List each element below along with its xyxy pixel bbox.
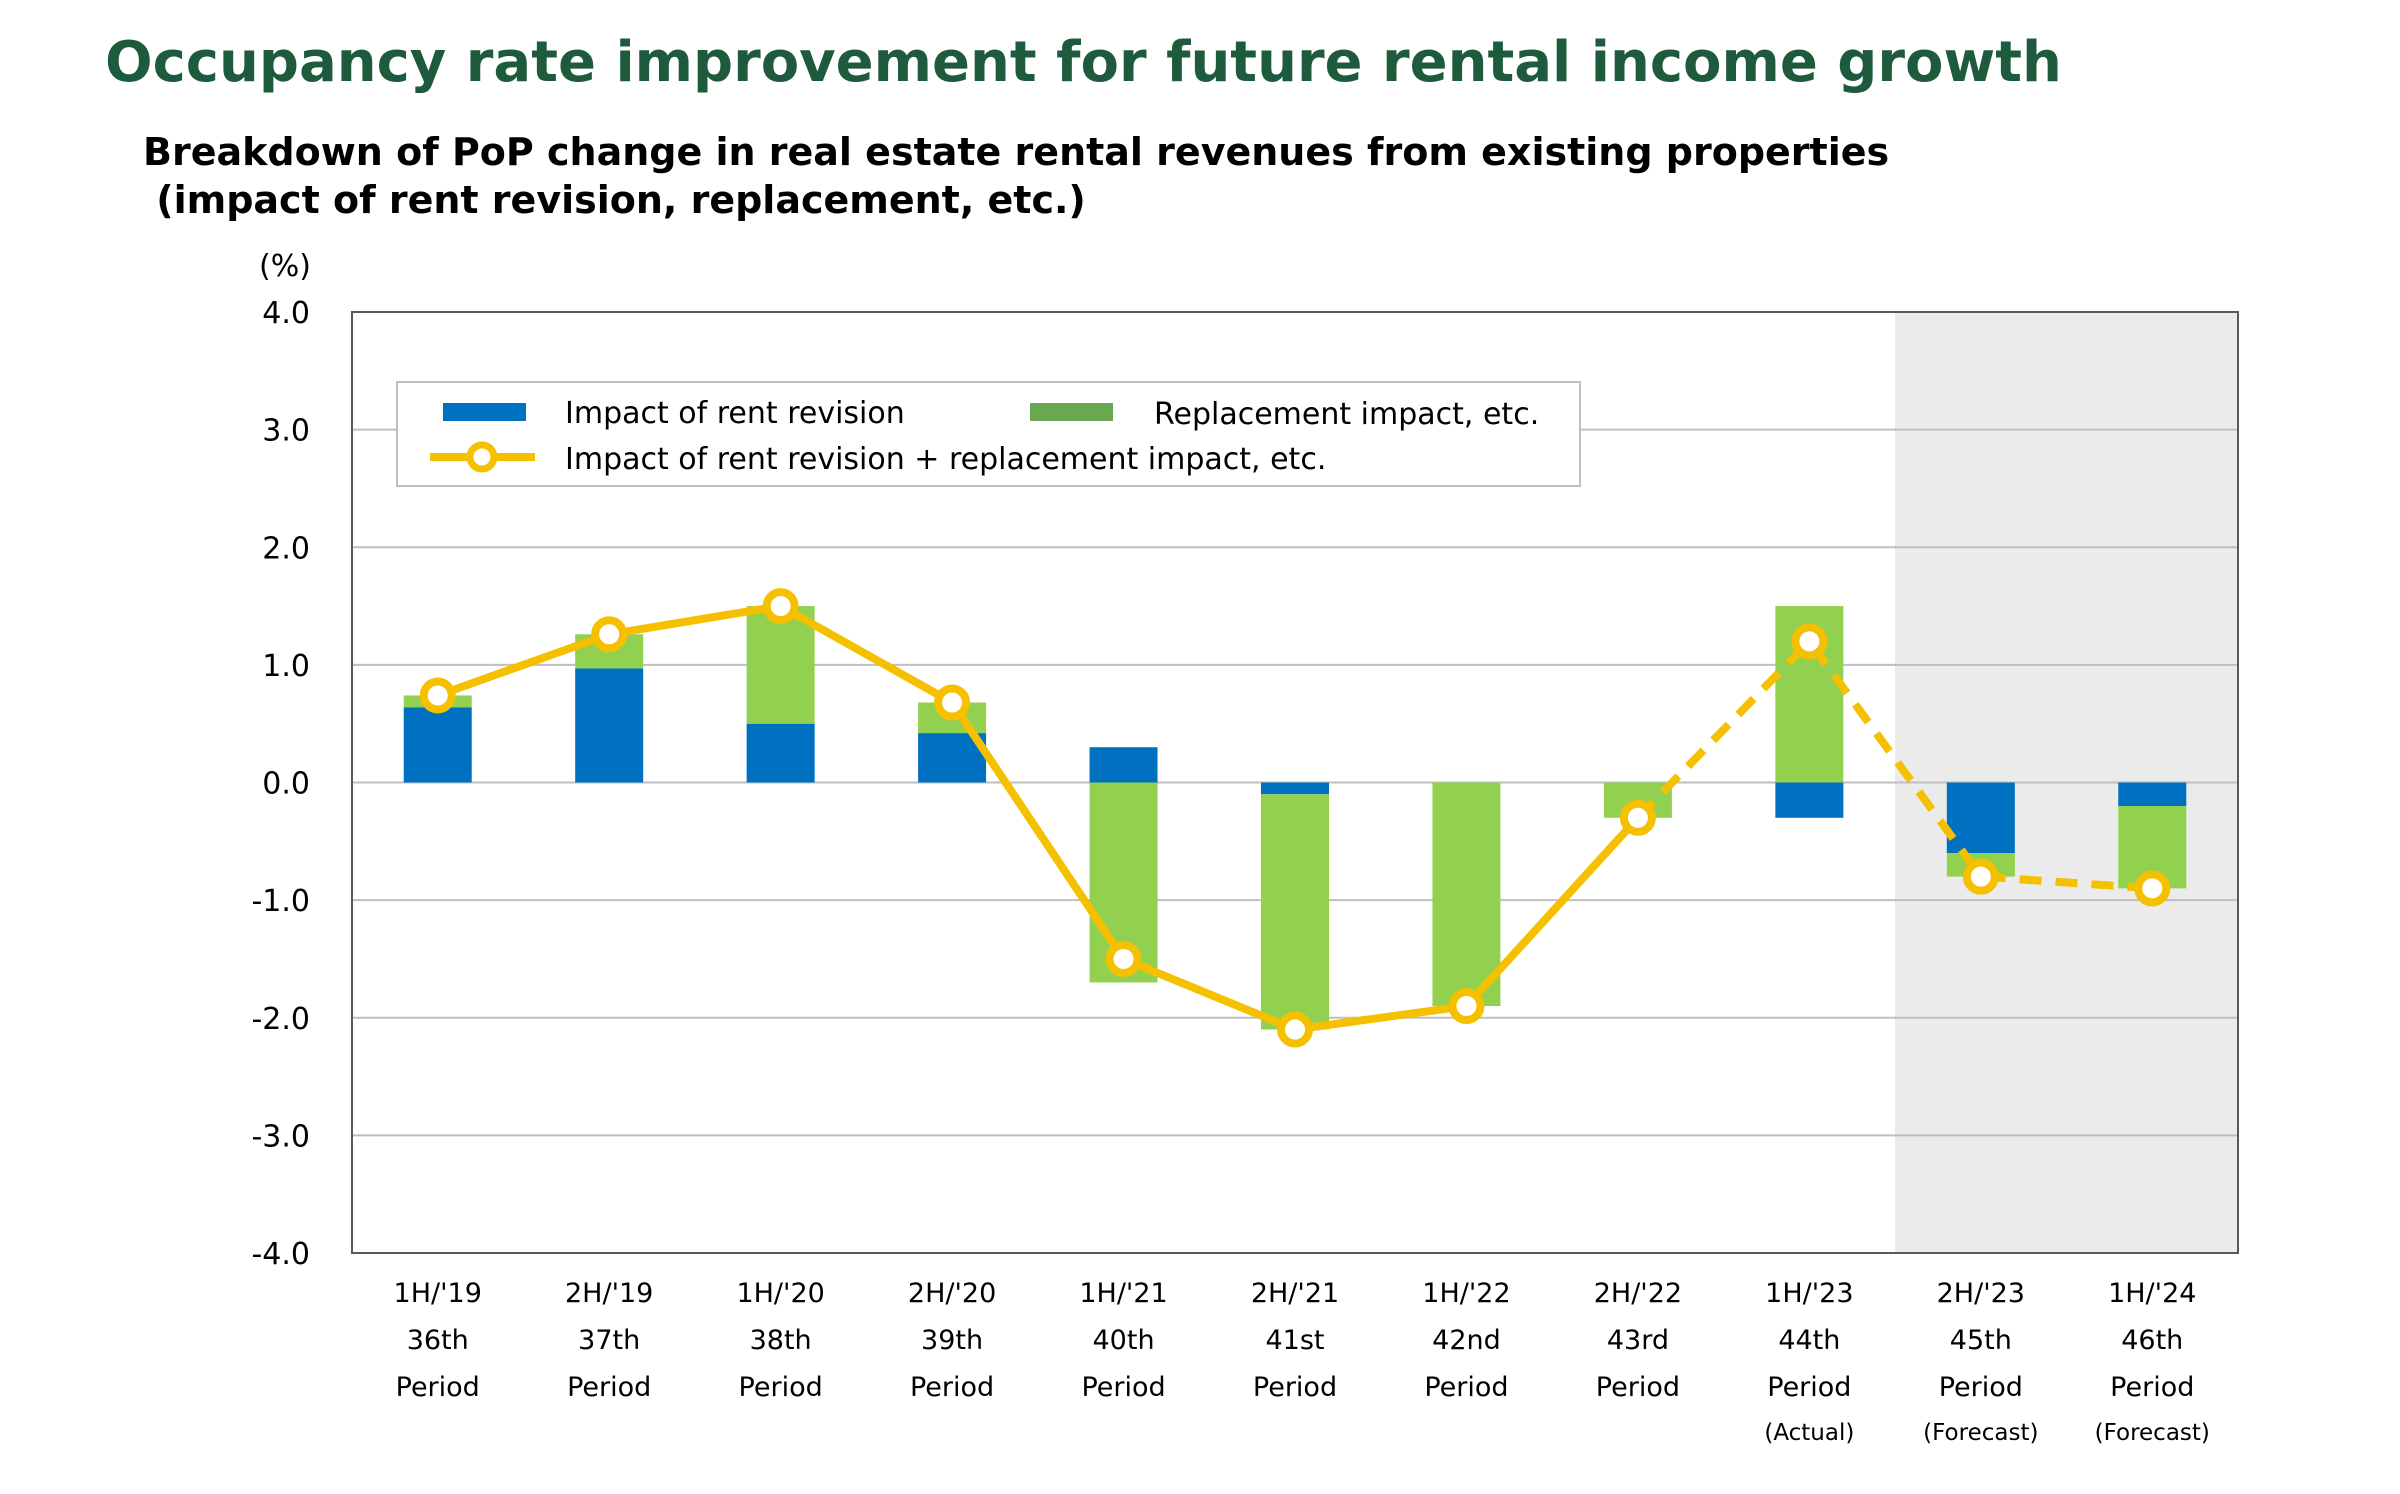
- x-tick-label: Period: [1939, 1372, 2023, 1403]
- plot-area-border: [351, 311, 2239, 1254]
- x-tick-label: 42nd: [1432, 1325, 1501, 1356]
- x-tick-label: 2H/'21: [1251, 1278, 1339, 1309]
- x-tick-note: (Forecast): [2095, 1420, 2210, 1446]
- y-tick-label: 4.0: [262, 296, 310, 331]
- y-tick-label: -1.0: [251, 884, 310, 919]
- bar-replacement: [746, 606, 815, 724]
- legend-swatch-rent-revision: [443, 403, 526, 421]
- x-tick-note: (Actual): [1764, 1420, 1854, 1446]
- page-title: Occupancy rate improvement for future re…: [105, 30, 2062, 95]
- y-tick-label: -4.0: [251, 1237, 310, 1272]
- x-tick-label: 40th: [1093, 1325, 1155, 1356]
- y-tick-label: -3.0: [251, 1119, 310, 1154]
- total-marker: [762, 588, 799, 625]
- chart-legend: Impact of rent revision Replacement impa…: [396, 381, 1581, 487]
- bar-rent-revision: [403, 707, 472, 783]
- x-tick-label: 36th: [407, 1325, 469, 1356]
- x-tick-label: 44th: [1778, 1325, 1840, 1356]
- x-tick-label: 39th: [921, 1325, 983, 1356]
- legend-swatch-total-marker: [466, 441, 498, 473]
- bar-rent-revision: [1089, 747, 1158, 783]
- x-tick-label: Period: [2110, 1372, 2194, 1403]
- total-marker: [2134, 870, 2171, 907]
- x-tick-label: 37th: [578, 1325, 640, 1356]
- chart-subtitle: Breakdown of PoP change in real estate r…: [143, 128, 1889, 224]
- x-tick-label: Period: [910, 1372, 994, 1403]
- total-marker: [591, 616, 628, 653]
- x-tick-label: Period: [396, 1372, 480, 1403]
- y-tick-label: -2.0: [251, 1002, 310, 1037]
- x-tick-label: 2H/'22: [1594, 1278, 1682, 1309]
- x-tick-label: 1H/'21: [1079, 1278, 1167, 1309]
- legend-swatch-replacement: [1030, 403, 1113, 421]
- total-marker: [1619, 799, 1656, 836]
- x-tick-label: Period: [1767, 1372, 1851, 1403]
- legend-box: [396, 381, 1581, 487]
- total-marker: [1791, 623, 1828, 660]
- y-axis-unit-label: (%): [259, 249, 311, 284]
- x-tick-label: Period: [1424, 1372, 1508, 1403]
- y-tick-label: 2.0: [262, 531, 310, 566]
- x-tick-label: Period: [1081, 1372, 1165, 1403]
- x-tick-label: Period: [1596, 1372, 1680, 1403]
- bar-rent-revision: [1261, 782, 1329, 795]
- x-tick-label: 45th: [1950, 1325, 2012, 1356]
- total-marker: [934, 684, 971, 721]
- total-marker: [1105, 940, 1142, 977]
- x-tick-label: 1H/'24: [2108, 1278, 2196, 1309]
- x-tick-label: 2H/'23: [1937, 1278, 2025, 1309]
- bar-rent-revision: [1946, 782, 2015, 854]
- bar-replacement: [1261, 794, 1329, 1030]
- x-tick-label: Period: [1253, 1372, 1337, 1403]
- x-tick-label: 41st: [1265, 1325, 1324, 1356]
- x-tick-label: 2H/'20: [908, 1278, 996, 1309]
- x-tick-label: 43rd: [1607, 1325, 1669, 1356]
- x-tick-label: 1H/'23: [1765, 1278, 1853, 1309]
- y-tick-label: 0.0: [262, 767, 310, 802]
- total-line-actual: [436, 602, 1641, 1034]
- legend-label-rent-revision: Impact of rent revision: [565, 396, 905, 431]
- bar-rent-revision: [575, 668, 644, 783]
- x-tick-label: 1H/'19: [394, 1278, 482, 1309]
- x-tick-label: 1H/'20: [736, 1278, 824, 1309]
- y-tick-label: 3.0: [262, 414, 310, 449]
- chart-subtitle-line-1: Breakdown of PoP change in real estate r…: [143, 130, 1890, 174]
- total-line-forecast: [1635, 635, 2153, 893]
- bar-rent-revision: [1775, 782, 1844, 818]
- total-marker: [1277, 1011, 1313, 1048]
- bar-replacement: [1432, 782, 1501, 1006]
- x-tick-label: Period: [567, 1372, 651, 1403]
- y-tick-label: 1.0: [262, 649, 310, 684]
- x-tick-label: 38th: [750, 1325, 812, 1356]
- legend-label-replacement: Replacement impact, etc.: [1154, 397, 1539, 432]
- total-marker: [1962, 858, 1999, 895]
- x-tick-label: 46th: [2121, 1325, 2183, 1356]
- x-tick-label: 2H/'19: [565, 1278, 653, 1309]
- legend-label-total: Impact of rent revision + replacement im…: [565, 442, 1326, 477]
- total-marker: [419, 677, 456, 714]
- total-marker: [1448, 987, 1485, 1024]
- x-tick-note: (Forecast): [1923, 1420, 2038, 1446]
- chart-subtitle-line-2: (impact of rent revision, replacement, e…: [143, 178, 1086, 222]
- bar-rent-revision: [746, 723, 815, 783]
- x-tick-label: 1H/'22: [1422, 1278, 1510, 1309]
- bar-rent-revision: [2118, 782, 2187, 807]
- x-tick-label: Period: [739, 1372, 823, 1403]
